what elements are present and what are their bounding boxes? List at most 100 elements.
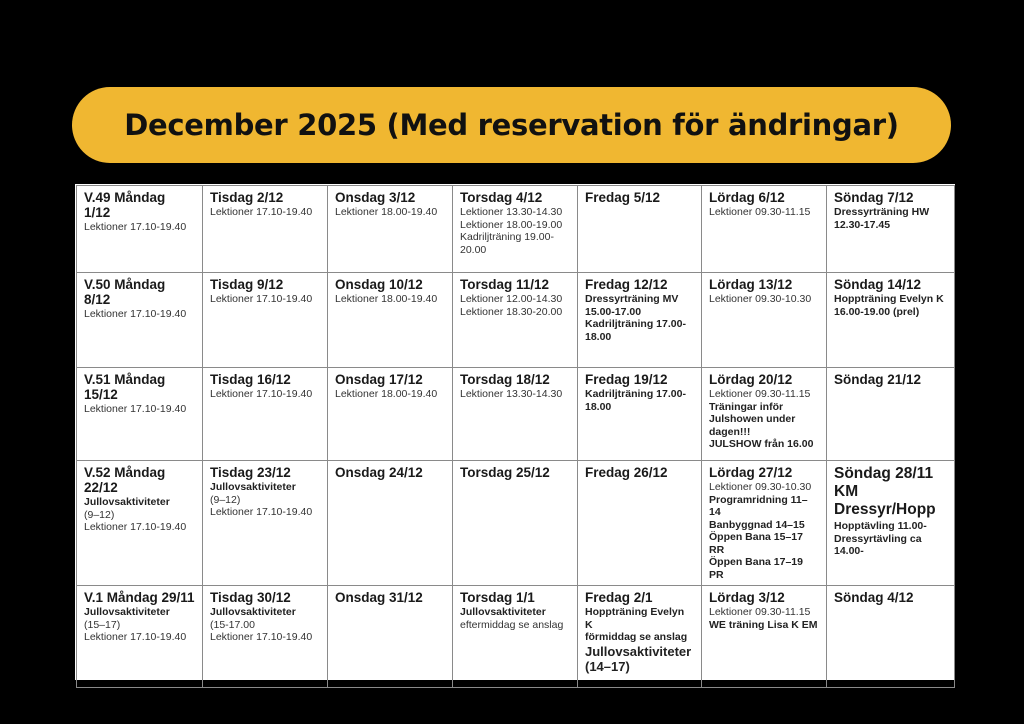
event-line: Hoppträning Evelyn K [585,606,685,631]
day-cell: Söndag 28/11 KM Dressyr/Hopp Hopptävling … [826,460,955,586]
event-line: Öppen Bana 15–17 RR [709,531,803,556]
day-heading: Onsdag 17/12 [335,372,423,387]
calendar-table: V.49 Måndag 1/12 Lektioner 17.10-19.40 Tis… [76,185,955,688]
day-heading: Söndag 28/11 KM Dressyr/Hopp [834,465,936,518]
event-line: Träningar inför Julshowen under dagen!!! [709,400,796,438]
title-banner: December 2025 (Med reservation för ändri… [72,87,951,163]
day-cell: Fredag 12/12 Dressyrträning MV 15.00-17.0… [577,272,702,368]
event-line: Lektioner 12.00-14.30 [460,293,563,305]
page-title: December 2025 (Med reservation för ändri… [124,108,899,142]
event-line: Lektioner 17.10-19.40 [84,631,187,643]
day-heading: Torsdag 4/12 [460,190,543,205]
day-heading: Lördag 27/12 [709,465,793,480]
day-cell: Lördag 27/12 Lektioner 09.30-10.30 Program… [701,460,827,586]
day-cell: Tisdag 2/12 Lektioner 17.10-19.40 [202,185,328,273]
day-cell: Lördag 13/12 Lektioner 09.30-10.30 [701,272,827,368]
day-cell: Lördag 3/12 Lektioner 09.30-11.15 WE träni… [701,585,827,688]
day-heading: V.51 Måndag 15/12 [84,372,166,402]
event-line: Lektioner 18.00-19.40 [335,388,438,400]
event-line: Lektioner 17.10-19.40 [210,388,313,400]
week-row: V.49 Måndag 1/12 Lektioner 17.10-19.40 Tis… [76,185,955,273]
day-heading: Torsdag 1/1 [460,590,535,605]
day-heading: Tisdag 2/12 [210,190,284,205]
day-cell: V.49 Måndag 1/12 Lektioner 17.10-19.40 [76,185,203,273]
day-cell: Tisdag 9/12 Lektioner 17.10-19.40 [202,272,328,368]
day-cell: Tisdag 30/12 Jullovsaktiviteter (15-17.00 L… [202,585,328,688]
event-line: Banbyggnad 14–15 [709,518,805,531]
calendar-sheet: V.49 Måndag 1/12 Lektioner 17.10-19.40 Tis… [75,184,955,688]
event-line: JULSHOW från 16.00 [709,438,814,450]
event-line: Lektioner 13.30-14.30 [460,388,563,400]
day-heading: Fredag 2/1 [585,590,653,605]
event-line: Lektioner 17.10-19.40 [210,206,313,218]
day-heading: Tisdag 16/12 [210,372,291,387]
day-cell: Lördag 20/12 Lektioner 09.30-11.15 Träning… [701,367,827,461]
event-line: Kadriljträning 17.00-18.00 [585,318,686,343]
event-line: Jullovsaktiviteter [460,606,546,618]
day-heading: V.1 Måndag 29/11 [84,590,195,605]
day-heading: Tisdag 23/12 [210,465,291,480]
event-line: Kadriljträning 19.00-20.00 [460,231,554,256]
week-row: V.1 Måndag 29/11 Jullovsaktiviteter (15–17… [76,585,955,688]
day-heading: Onsdag 24/12 [335,465,423,480]
day-heading: Onsdag 31/12 [335,590,423,605]
day-heading: Lördag 13/12 [709,277,793,292]
day-heading: Torsdag 18/12 [460,372,550,387]
event-line: Hopptävling 11.00- [834,520,927,532]
day-heading: V.52 Måndag 22/12 [84,465,166,495]
event-line: Dressyrtävling ca 14.00- [834,532,922,558]
event-line: Lektioner 17.10-19.40 [210,631,313,643]
day-cell: Onsdag 31/12 [327,585,453,688]
event-line: Lektioner 09.30-10.30 [709,293,812,305]
day-cell: Fredag 5/12 [577,185,702,273]
day-cell: Söndag 21/12 [826,367,955,461]
event-line: Lektioner 09.30-11.15 [709,388,811,400]
event-line: Lektioner 17.10-19.40 [84,403,187,415]
day-heading: Fredag 19/12 [585,372,668,387]
day-cell: Söndag 4/12 [826,585,955,688]
day-cell: Fredag 26/12 [577,460,702,586]
event-line: (15–17) [84,618,121,631]
day-cell: Fredag 19/12 Kadriljträning 17.00-18.00 [577,367,702,461]
day-heading: Torsdag 11/12 [460,277,550,292]
day-heading: Lördag 3/12 [709,590,785,605]
event-line: Jullovsaktiviteter (14–17) [585,643,692,674]
day-heading: Onsdag 3/12 [335,190,416,205]
day-cell: Söndag 7/12 Dressyrträning HW 12.30-17.45 [826,185,955,273]
day-cell: Torsdag 1/1 Jullovsaktiviteter eftermiddag… [452,585,578,688]
event-line: Dressyrträning HW 12.30-17.45 [834,206,930,231]
day-cell: V.1 Måndag 29/11 Jullovsaktiviteter (15–17… [76,585,203,688]
event-line: Lektioner 17.10-19.40 [84,221,187,233]
event-line: Lektioner 17.10-19.40 [84,308,187,320]
day-cell: Torsdag 11/12 Lektioner 12.00-14.30 Lektio… [452,272,578,368]
day-cell: V.50 Måndag 8/12 Lektioner 17.10-19.40 [76,272,203,368]
day-heading: Fredag 26/12 [585,465,668,480]
event-line: Dressyrträning MV 15.00-17.00 [585,293,679,318]
event-line: Lektioner 17.10-19.40 [210,293,313,305]
day-cell: V.52 Måndag 22/12 Jullovsaktiviteter (9–12… [76,460,203,586]
event-line: Jullovsaktiviteter [210,606,296,618]
day-cell: Onsdag 24/12 [327,460,453,586]
event-line: (9–12) [84,508,115,521]
event-line: Kadriljträning 17.00-18.00 [585,388,686,413]
event-line: Lektioner 09.30-10.30 [709,481,812,493]
day-heading: Tisdag 30/12 [210,590,291,605]
event-line: Jullovsaktiviteter [84,496,170,508]
day-cell: Tisdag 23/12 Jullovsaktiviteter (9–12) Lekt… [202,460,328,586]
event-line: Lektioner 18.00-19.40 [335,293,438,305]
event-line: 16.00-19.00 (prel) [834,305,920,318]
event-line: Lektioner 18.00-19.40 [335,206,438,218]
event-line: Lektioner 09.30-11.15 [709,206,811,218]
day-cell: Torsdag 25/12 [452,460,578,586]
day-heading: Fredag 12/12 [585,277,668,292]
day-cell: Onsdag 10/12 Lektioner 18.00-19.40 [327,272,453,368]
event-line: Lektioner 17.10-19.40 [210,506,313,518]
day-heading: V.49 Måndag 1/12 [84,190,166,220]
day-cell: Torsdag 18/12 Lektioner 13.30-14.30 [452,367,578,461]
day-heading: Torsdag 25/12 [460,465,550,480]
day-heading: Söndag 4/12 [834,590,914,605]
day-cell: V.51 Måndag 15/12 Lektioner 17.10-19.40 [76,367,203,461]
day-heading: Tisdag 9/12 [210,277,284,292]
day-heading: Fredag 5/12 [585,190,661,205]
